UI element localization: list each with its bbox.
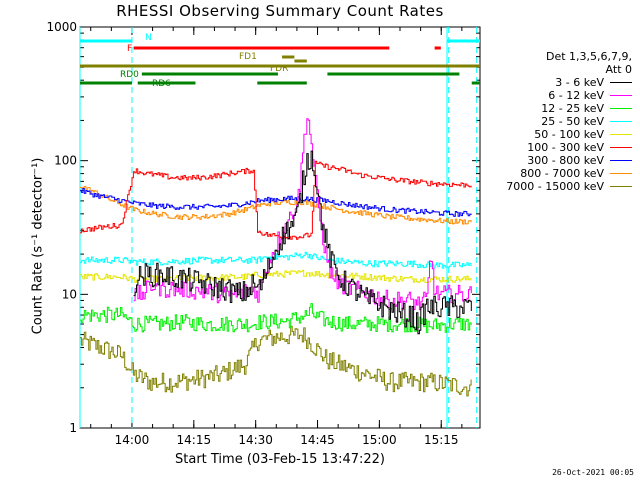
series-line-3to6keV xyxy=(133,150,472,335)
x-tick-label-15:15: 15:15 xyxy=(424,433,459,447)
y-tick-label-100: 100 xyxy=(54,154,77,168)
legend-label: 3 - 6 keV xyxy=(555,76,604,89)
x-axis-label: Start Time (03-Feb-15 13:47:22) xyxy=(175,452,385,467)
legend-header-detectors: Det 1,3,5,6,7,9, xyxy=(545,50,632,63)
x-tick-label-14:15: 14:15 xyxy=(177,433,212,447)
y-tick-label-1000: 1000 xyxy=(46,20,77,34)
y-tick-label-1: 1 xyxy=(69,421,77,435)
legend-swatch xyxy=(610,121,632,122)
state-label-rd0: RD0 xyxy=(120,70,139,80)
legend-swatch xyxy=(610,173,632,174)
legend-label: 50 - 100 keV xyxy=(534,128,604,141)
series-line-100to300keV xyxy=(80,160,472,240)
series-line-7000to15000keV xyxy=(80,325,472,397)
state-label-fd1: FD1 xyxy=(239,52,257,62)
legend-entry: 100 - 300 keV xyxy=(506,141,632,154)
state-label-n: N xyxy=(145,33,152,43)
legend-label: 12 - 25 keV xyxy=(541,102,604,115)
legend-label: 6 - 12 keV xyxy=(548,89,604,102)
legend-entry: 12 - 25 keV xyxy=(506,102,632,115)
state-label-f: F xyxy=(127,44,132,54)
y-tick-label-10: 10 xyxy=(62,287,77,301)
x-tick-label-14:45: 14:45 xyxy=(300,433,335,447)
series-line-800to7000keV xyxy=(80,186,472,225)
series-line-300to800keV xyxy=(80,188,472,217)
legend-entry: 25 - 50 keV xyxy=(506,115,632,128)
legend-swatch xyxy=(610,147,632,148)
legend-swatch xyxy=(610,186,632,187)
legend-swatch xyxy=(610,82,632,83)
chart-title: RHESSI Observing Summary Count Rates xyxy=(116,2,444,20)
y-axis-label: Count Rate (s⁻¹ detector⁻¹) xyxy=(30,157,46,335)
legend-swatch xyxy=(610,134,632,135)
x-tick-label-15:00: 15:00 xyxy=(362,433,397,447)
series-line-25to50keV xyxy=(80,251,472,269)
legend-label: 7000 - 15000 keV xyxy=(506,180,604,193)
legend-header-attenuator: Att 0 xyxy=(605,63,632,76)
state-label-rd6: RD6 xyxy=(152,79,171,89)
series-line-12to25keV xyxy=(80,303,472,333)
footer-timestamp: 26-Oct-2021 00:05 xyxy=(552,468,634,477)
legend-swatch xyxy=(610,160,632,161)
x-tick-label-14:00: 14:00 xyxy=(115,433,150,447)
legend-label: 100 - 300 keV xyxy=(527,141,604,154)
legend-swatch xyxy=(610,95,632,96)
legend-label: 300 - 800 keV xyxy=(527,154,604,167)
legend-entry: 300 - 800 keV xyxy=(506,154,632,167)
legend-swatch xyxy=(610,108,632,109)
state-label-fdr: FDR xyxy=(270,64,288,74)
x-tick-label-14:30: 14:30 xyxy=(238,433,273,447)
legend-entry: 50 - 100 keV xyxy=(506,128,632,141)
plot-frame xyxy=(79,26,481,429)
legend-entry: 6 - 12 keV xyxy=(506,89,632,102)
legend-entry: 7000 - 15000 keV xyxy=(506,180,632,193)
legend: Det 1,3,5,6,7,9, Att 0 3 - 6 keV 6 - 12 k… xyxy=(506,50,632,193)
legend-label: 25 - 50 keV xyxy=(541,115,604,128)
legend-entry: 800 - 7000 keV xyxy=(506,167,632,180)
legend-label: 800 - 7000 keV xyxy=(520,167,604,180)
legend-entry: 3 - 6 keV xyxy=(506,76,632,89)
